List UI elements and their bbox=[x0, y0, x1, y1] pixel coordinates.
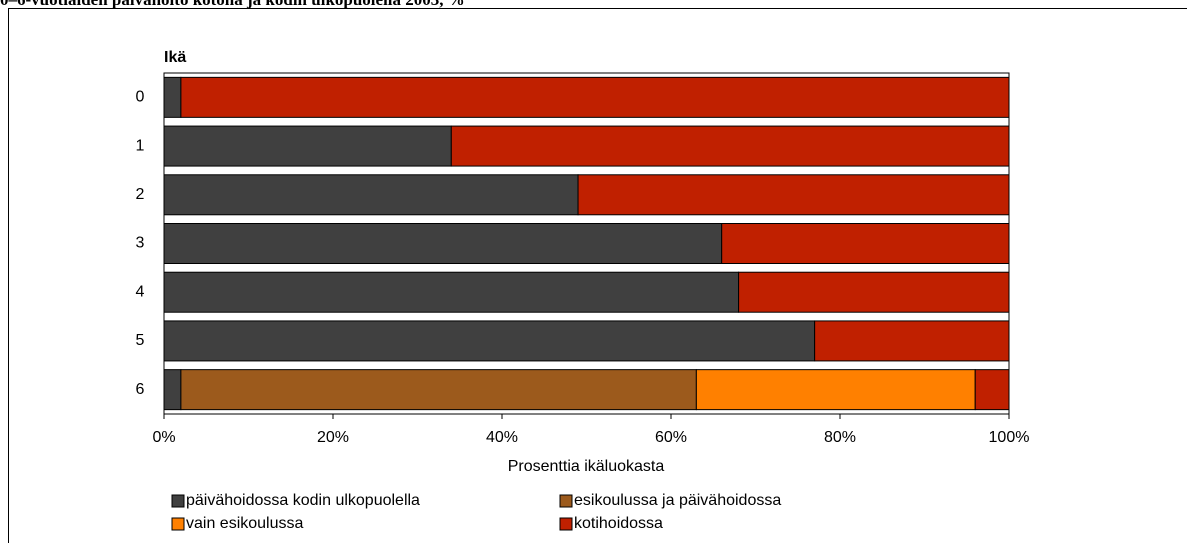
bar-segment bbox=[738, 271, 1010, 313]
y-tick-label: 1 bbox=[136, 137, 145, 154]
bar-segment bbox=[163, 271, 740, 313]
x-tick-label: 100% bbox=[989, 429, 1030, 446]
y-tick-label: 6 bbox=[136, 381, 145, 398]
bar-segment bbox=[974, 369, 1010, 411]
y-tick-label: 5 bbox=[136, 332, 145, 349]
x-tick-label: 0% bbox=[152, 429, 175, 446]
bar-segment bbox=[450, 125, 1010, 167]
y-axis-label: Ikä bbox=[164, 49, 186, 66]
legend-label: päivähoidossa kodin ulkopuolella bbox=[186, 492, 420, 509]
frame bbox=[8, 8, 1187, 543]
legend-swatch bbox=[171, 494, 185, 508]
y-tick-label: 3 bbox=[136, 235, 145, 252]
bar-segment bbox=[163, 76, 182, 118]
bar-segment bbox=[163, 174, 579, 216]
bar-segment bbox=[163, 125, 452, 167]
plot-border bbox=[163, 72, 1010, 415]
bar-segment bbox=[163, 369, 182, 411]
y-tick-label: 2 bbox=[136, 186, 145, 203]
legend-label: esikoulussa ja päivähoidossa bbox=[574, 492, 781, 509]
x-axis-label: Prosenttia ikäluokasta bbox=[508, 458, 665, 475]
y-tick-label: 4 bbox=[136, 283, 145, 300]
x-tick-label: 20% bbox=[317, 429, 349, 446]
x-tick-label: 60% bbox=[655, 429, 687, 446]
bar-segment bbox=[721, 223, 1010, 264]
chart-title: 0–6-vuotiaiden päivähoito kotona ja kodi… bbox=[0, 0, 465, 9]
legend-swatch bbox=[559, 517, 573, 531]
bar-segment bbox=[180, 76, 1010, 118]
bar-segment bbox=[814, 320, 1010, 362]
legend-label: kotihoidossa bbox=[574, 515, 663, 532]
bar-segment bbox=[577, 174, 1010, 216]
bar-segment bbox=[695, 369, 976, 411]
legend-swatch bbox=[559, 494, 573, 508]
x-tick-label: 80% bbox=[824, 429, 856, 446]
bar-segment bbox=[180, 369, 697, 411]
x-tick-label: 40% bbox=[486, 429, 518, 446]
legend-swatch bbox=[171, 517, 185, 531]
y-tick-label: 0 bbox=[136, 89, 145, 106]
bar-segment bbox=[163, 223, 723, 264]
bar-segment bbox=[163, 320, 816, 362]
legend-label: vain esikoulussa bbox=[186, 515, 304, 532]
